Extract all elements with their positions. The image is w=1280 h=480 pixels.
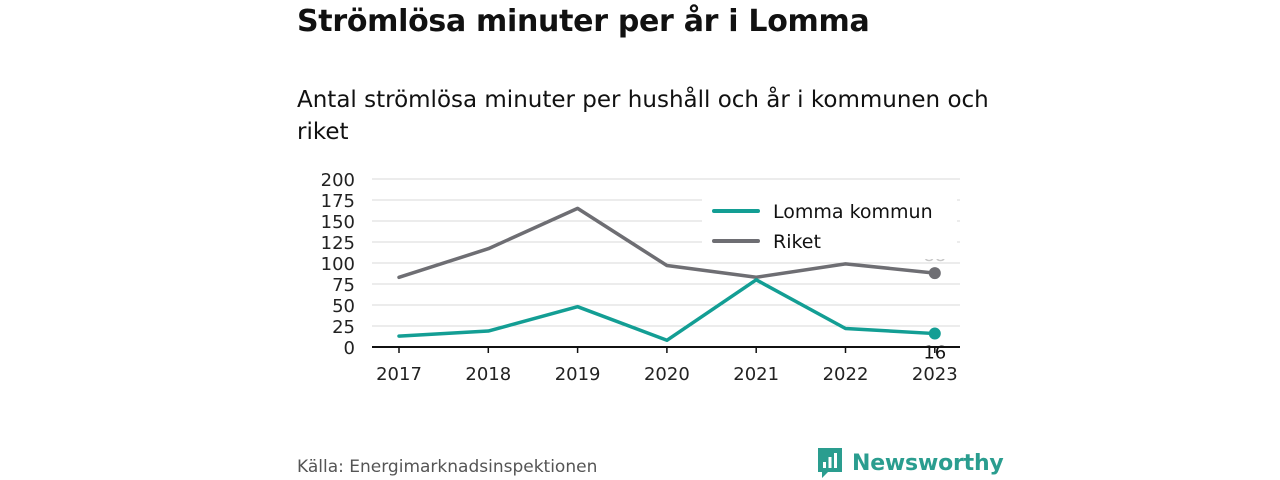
end-point-lomma bbox=[928, 327, 941, 340]
chart-subtitle: Antal strömlösa minuter per hushåll och … bbox=[297, 87, 989, 145]
brand-logo: Newsworthy bbox=[816, 446, 1004, 480]
y-tick-label: 200 bbox=[321, 170, 355, 191]
legend-label-lomma: Lomma kommun bbox=[773, 201, 933, 223]
legend-label-riket: Riket bbox=[773, 231, 821, 253]
y-tick-label: 150 bbox=[321, 212, 355, 233]
chart-title: Strömlösa minuter per år i Lomma bbox=[297, 4, 870, 39]
end-point-riket bbox=[928, 267, 941, 280]
brand-name: Newsworthy bbox=[852, 450, 1004, 476]
source-note: Källa: Energimarknadsinspektionen bbox=[297, 457, 598, 477]
y-tick-label: 75 bbox=[332, 275, 355, 296]
y-tick-label: 125 bbox=[321, 233, 355, 254]
legend-background bbox=[702, 193, 957, 259]
x-tick-label: 2022 bbox=[823, 364, 869, 385]
newsworthy-icon bbox=[818, 448, 842, 478]
x-tick-label: 2020 bbox=[644, 364, 690, 385]
end-label-lomma: 16 bbox=[923, 343, 946, 364]
y-tick-label: 100 bbox=[321, 254, 355, 275]
series-line-lomma bbox=[397, 278, 937, 343]
y-tick-label: 0 bbox=[344, 338, 355, 359]
x-tick-label: 2023 bbox=[912, 364, 958, 385]
y-tick-label: 50 bbox=[332, 296, 355, 317]
x-tick-label: 2018 bbox=[465, 364, 511, 385]
series-line-riket bbox=[397, 206, 937, 280]
x-tick-label: 2021 bbox=[733, 364, 779, 385]
y-tick-label: 175 bbox=[321, 191, 355, 212]
y-tick-label: 25 bbox=[332, 317, 355, 338]
x-tick-label: 2019 bbox=[555, 364, 601, 385]
x-tick-label: 2017 bbox=[376, 364, 422, 385]
